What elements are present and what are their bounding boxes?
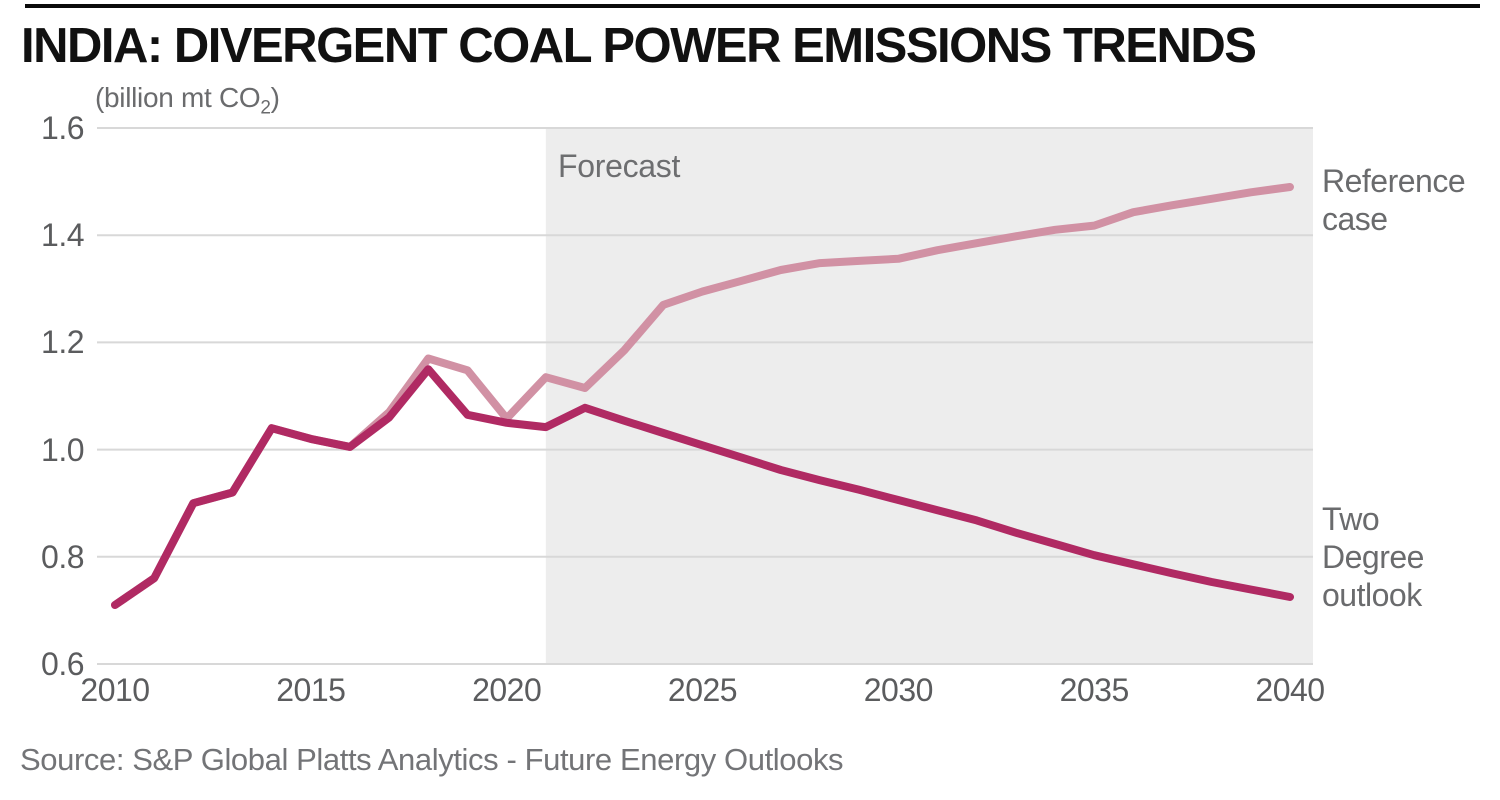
chart-title: INDIA: DIVERGENT COAL POWER EMISSIONS TR… [21, 19, 1257, 73]
unit-text-post: ) [270, 82, 280, 113]
x-tick-label-2010: 2010 [80, 672, 150, 708]
y-tick-label-1.6: 1.6 [41, 110, 84, 146]
y-tick-label-1.4: 1.4 [41, 217, 84, 254]
series-line-two-degree-outlook [111, 365, 1294, 609]
y-tick-label-1.0: 1.0 [41, 431, 84, 468]
x-tick-label-2035: 2035 [1059, 672, 1130, 708]
y-axis-unit-label: (billion mt CO2) [95, 82, 280, 120]
forecast-region-label: Forecast [558, 148, 681, 184]
reference-case-series-label: Reference case [1322, 163, 1466, 237]
two-degree-series-label: Two Degree outlook [1322, 501, 1424, 613]
x-tick-label-2020: 2020 [472, 672, 542, 708]
y-tick-label-0.6: 0.6 [41, 646, 84, 682]
unit-text-pre: (billion mt CO [95, 82, 261, 113]
y-tick-label-1.2: 1.2 [41, 324, 84, 361]
x-tick-label-2030: 2030 [863, 672, 934, 708]
x-tick-label-2015: 2015 [276, 672, 346, 708]
unit-subscript: 2 [260, 97, 271, 119]
top-rule [25, 4, 1480, 8]
x-tick-label-2040: 2040 [1255, 672, 1325, 708]
forecast-band [545, 128, 1313, 664]
x-tick-label-2025: 2025 [667, 672, 738, 708]
source-credit: Source: S&P Global Platts Analytics - Fu… [20, 742, 844, 777]
y-tick-label-0.8: 0.8 [41, 538, 84, 575]
